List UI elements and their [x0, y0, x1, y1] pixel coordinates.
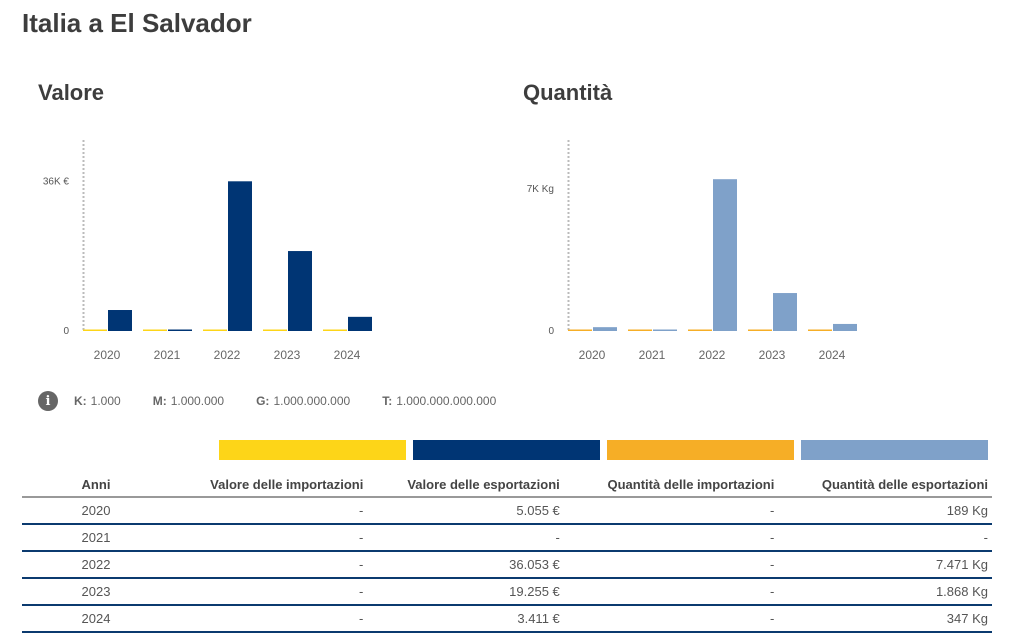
cell-export-quantity: 7.471 Kg [778, 551, 992, 579]
cell-import-value: - [170, 551, 368, 579]
header-export-value[interactable]: Valore delle esportazioni [367, 472, 564, 498]
cell-year: 2023 [22, 578, 170, 606]
bar-export-2024[interactable] [348, 316, 372, 331]
bar-export-2023[interactable] [773, 293, 797, 331]
header-anni[interactable]: Anni [22, 472, 170, 498]
y-tick-label: 36K € [43, 177, 70, 188]
valore-chart: 0 36K € 2020 2021 2022 2023 2024 [43, 140, 372, 362]
y-tick-label: 0 [63, 326, 69, 337]
cell-export-quantity: 189 Kg [778, 497, 992, 525]
chart-title-valore: Valore [38, 80, 105, 105]
cell-import-quantity: - [563, 551, 779, 579]
bar-import-2024[interactable] [323, 329, 347, 332]
x-tick-label: 2021 [154, 348, 181, 362]
cell-import-value: - [170, 497, 368, 525]
bar-export-2021[interactable] [168, 329, 192, 332]
x-tick-label: 2020 [94, 348, 121, 362]
cell-import-value: - [170, 605, 368, 633]
unit-g: G: 1.000.000.000 [256, 394, 351, 408]
swatch-export-quantity [801, 440, 988, 460]
cell-import-value: - [170, 524, 368, 552]
header-import-value[interactable]: Valore delle importazioni [170, 472, 368, 498]
cell-year: 2021 [22, 524, 170, 552]
bar-export-2024[interactable] [833, 323, 857, 331]
bar-export-2023[interactable] [288, 251, 312, 331]
header-export-quantity[interactable]: Quantità delle esportazioni [778, 472, 992, 498]
bar-export-2021[interactable] [653, 329, 677, 332]
bar-import-2021[interactable] [143, 329, 167, 332]
cell-export-quantity: 347 Kg [778, 605, 992, 633]
quantita-chart: 0 7K Kg 2020 2021 2022 2023 2024 [527, 140, 857, 362]
bar-import-2024[interactable] [808, 329, 832, 332]
cell-export-value: 19.255 € [367, 578, 564, 606]
cell-export-value: 5.055 € [367, 497, 564, 525]
table-header-row: Anni Valore delle importazioni Valore de… [22, 472, 992, 498]
cell-import-quantity: - [563, 524, 779, 552]
bar-export-2020[interactable] [108, 310, 132, 331]
x-tick-label: 2022 [699, 348, 726, 362]
data-table: Anni Valore delle importazioni Valore de… [22, 472, 992, 633]
cell-export-quantity: - [778, 524, 992, 552]
cell-import-value: - [170, 578, 368, 606]
cell-export-quantity: 1.868 Kg [778, 578, 992, 606]
table-row: 2021 - - - - [22, 524, 992, 552]
swatch-export-value [413, 440, 600, 460]
swatch-import-value [219, 440, 406, 460]
cell-export-value: 36.053 € [367, 551, 564, 579]
bar-export-2020[interactable] [593, 327, 617, 331]
x-tick-label: 2021 [639, 348, 666, 362]
bar-export-2022[interactable] [228, 181, 252, 331]
y-tick-label: 7K Kg [527, 184, 554, 195]
unit-t: T: 1.000.000.000.000 [382, 394, 497, 408]
x-tick-label: 2024 [334, 348, 361, 362]
x-tick-label: 2020 [579, 348, 606, 362]
x-tick-label: 2024 [819, 348, 846, 362]
cell-import-quantity: - [563, 578, 779, 606]
x-tick-label: 2023 [274, 348, 301, 362]
cell-export-value: - [367, 524, 564, 552]
bar-import-2023[interactable] [748, 329, 772, 332]
table-row: 2020 - 5.055 € - 189 Kg [22, 497, 992, 525]
bar-import-2020[interactable] [568, 329, 592, 332]
bar-import-2021[interactable] [628, 329, 652, 332]
bar-import-2023[interactable] [263, 329, 287, 332]
x-tick-label: 2023 [759, 348, 786, 362]
x-tick-label: 2022 [214, 348, 241, 362]
cell-year: 2024 [22, 605, 170, 633]
cell-import-quantity: - [563, 605, 779, 633]
header-import-quantity[interactable]: Quantità delle importazioni [563, 472, 779, 498]
cell-export-value: 3.411 € [367, 605, 564, 633]
bar-export-2022[interactable] [713, 179, 737, 331]
cell-year: 2020 [22, 497, 170, 525]
bar-import-2022[interactable] [203, 329, 227, 332]
bar-import-2022[interactable] [688, 329, 712, 332]
units-legend: i K: 1.000 M: 1.000.000 G: 1.000.000.000 T:… [38, 391, 528, 411]
bar-import-2020[interactable] [83, 329, 107, 332]
table-row: 2022 - 36.053 € - 7.471 Kg [22, 551, 992, 579]
cell-import-quantity: - [563, 497, 779, 525]
info-icon[interactable]: i [38, 391, 58, 411]
unit-m: M: 1.000.000 [152, 394, 225, 408]
table-row: 2024 - 3.411 € - 347 Kg [22, 605, 992, 633]
page-title: Italia a El Salvador [22, 8, 252, 38]
cell-year: 2022 [22, 551, 170, 579]
table-row: 2023 - 19.255 € - 1.868 Kg [22, 578, 992, 606]
unit-k: K: 1.000 [74, 394, 121, 408]
swatch-import-quantity [607, 440, 794, 460]
y-tick-label: 0 [548, 326, 554, 337]
chart-title-quantita: Quantità [523, 80, 613, 105]
